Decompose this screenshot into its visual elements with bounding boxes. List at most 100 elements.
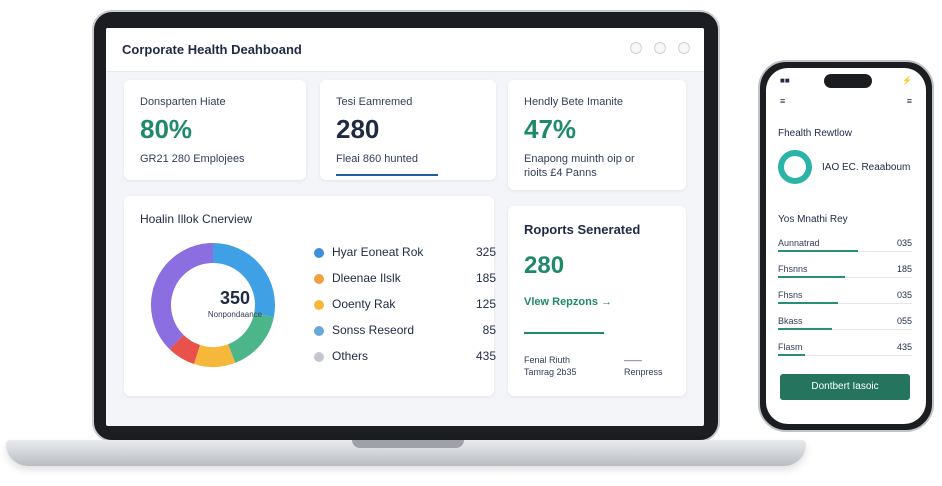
reports-divider: [524, 332, 604, 334]
legend-value: 125: [475, 297, 496, 311]
maximize-icon[interactable]: [654, 42, 666, 54]
list-item[interactable]: Aunnatrad 035: [778, 234, 912, 260]
stat-value: 47%: [524, 114, 577, 144]
row-label: Fhsnns: [778, 264, 808, 274]
footer-label: ——: [624, 355, 642, 365]
donut-slice-1[interactable]: [212, 243, 275, 318]
legend-dot: [314, 326, 324, 336]
legend-item[interactable]: Dleenae Ilslk 185: [314, 268, 504, 294]
legend-item[interactable]: Hyar Eoneat Rok 325: [314, 242, 504, 268]
footer-label: Fenal Riuth: [524, 355, 571, 365]
row-value: 035: [896, 238, 912, 248]
row-label: Flasm: [778, 342, 803, 352]
reports-footer-left: Fenal Riuth Tamrag 2b35: [524, 354, 577, 378]
legend-label: Others: [332, 349, 369, 363]
row-track: [778, 355, 912, 356]
legend-value: 325: [475, 245, 496, 259]
legend-item[interactable]: Others 435: [314, 346, 504, 372]
ring-label: IAO EC. Reaaboum: [822, 162, 911, 173]
view-reports-link[interactable]: Vlew Repzons →: [524, 296, 612, 308]
stat-value: 80%: [140, 114, 193, 144]
row-label: Fhsns: [778, 290, 803, 300]
download-report-button[interactable]: Dontbert Iasoic: [780, 374, 910, 400]
stat-sub: Enapong muinth oip or rioits £4 Panns: [524, 153, 635, 179]
legend-label: Ooenty Rak: [332, 297, 396, 311]
row-track: [778, 277, 912, 278]
legend-dot: [314, 248, 324, 258]
list-item[interactable]: Fhsns 035: [778, 286, 912, 312]
app-header: Corporate Health Deahboand: [106, 28, 704, 72]
legend-item[interactable]: Sonss Reseord 85: [314, 320, 504, 346]
row-progress: [778, 354, 805, 356]
stat-label: Tesi Eamremed: [336, 96, 413, 108]
stat-card-tests: Tesi Eamremed 280 Fleai 860 hunted: [320, 80, 496, 180]
legend-label: Sonss Reseord: [332, 323, 415, 337]
stat-sub: Fleai 860 hunted: [336, 153, 418, 165]
stat-label: Hendly Bete Imanite: [524, 96, 624, 108]
legend-item[interactable]: Ooenty Rak 125: [314, 294, 504, 320]
reports-footer-right: —— Renpress: [624, 354, 663, 378]
row-value: 035: [896, 290, 912, 300]
window-controls: [630, 42, 690, 54]
footer-value: Tamrag 2b35: [524, 367, 577, 377]
laptop-hinge: [352, 440, 464, 448]
row-track: [778, 303, 912, 304]
list-item[interactable]: Fhsnns 185: [778, 260, 912, 286]
stat-value: 280: [336, 114, 380, 144]
phone-title: Fhealth Rewtlow: [778, 128, 852, 139]
phone-screen: ■■ ⚡ ≡ ≡ Fhealth Rewtlow IAO EC. Reaabou…: [766, 68, 926, 424]
minimize-icon[interactable]: [630, 42, 642, 54]
phone-section-title: Yos Mnathi Rey: [778, 214, 848, 225]
row-value: 185: [896, 264, 912, 274]
legend-dot: [314, 352, 324, 362]
page-title: Corporate Health Deahboand: [122, 42, 302, 57]
row-value: 435: [896, 342, 912, 352]
laptop-screen: Corporate Health Deahboand Donsparten Hi…: [106, 28, 704, 426]
legend-dot: [314, 274, 324, 284]
options-icon[interactable]: ≡: [906, 96, 912, 106]
row-track: [778, 329, 912, 330]
ring-icon: [778, 150, 812, 184]
legend: Hyar Eoneat Rok 325 Dleenae Ilslk 185 Oo…: [314, 242, 504, 372]
reports-title: Roports Senerated: [524, 222, 641, 237]
risk-overview-card: Hoalin Illok Cnerview 350 Nonpondaance H…: [124, 196, 496, 396]
close-icon[interactable]: [678, 42, 690, 54]
stat-card-participation: Donsparten Hiate 80% GR21 280 Emplojees: [124, 80, 306, 180]
row-progress: [778, 328, 832, 330]
reports-value: 280: [524, 252, 565, 279]
footer-value: Renpress: [624, 367, 663, 377]
stat-label: Donsparten Hiate: [140, 96, 226, 108]
arrow-right-icon: →: [601, 296, 613, 308]
phone-metric-list: Aunnatrad 035 Fhsnns 185 Fhsns 035 Bkass…: [778, 234, 912, 364]
stat-sub: GR21 280 Emplojees: [140, 153, 245, 165]
legend-label: Dleenae Ilslk: [332, 271, 401, 285]
row-value: 055: [896, 316, 912, 326]
phone-dynamic-island: [824, 74, 872, 88]
row-progress: [778, 276, 845, 278]
donut-slice-5[interactable]: [151, 243, 214, 350]
stat-underline: [336, 174, 438, 176]
donut-slice-2[interactable]: [227, 312, 274, 363]
list-item[interactable]: Bkass 055: [778, 312, 912, 338]
donut-value: 350: [219, 288, 251, 308]
list-item[interactable]: Flasm 435: [778, 338, 912, 364]
view-reports-label: Vlew Repzons: [524, 296, 598, 308]
legend-value: 85: [482, 323, 496, 337]
donut-label: Nonpondaance: [207, 310, 263, 319]
reports-card: Roports Senerated 280 Vlew Repzons → Fen…: [508, 206, 686, 396]
donut-slice-3[interactable]: [193, 344, 236, 367]
row-progress: [778, 302, 839, 304]
battery-icon: ⚡: [902, 76, 912, 85]
legend-value: 435: [475, 349, 496, 363]
overview-title: Hoalin Illok Cnerview: [140, 212, 253, 226]
legend-value: 185: [475, 271, 496, 285]
donut-slice-4[interactable]: [169, 334, 201, 364]
menu-icon[interactable]: ≡: [780, 96, 786, 106]
signal-icon: ■■: [780, 76, 790, 85]
donut-chart: [151, 243, 275, 367]
row-progress: [778, 250, 859, 252]
row-label: Bkass: [778, 316, 803, 326]
legend-dot: [314, 300, 324, 310]
legend-label: Hyar Eoneat Rok: [332, 245, 424, 259]
